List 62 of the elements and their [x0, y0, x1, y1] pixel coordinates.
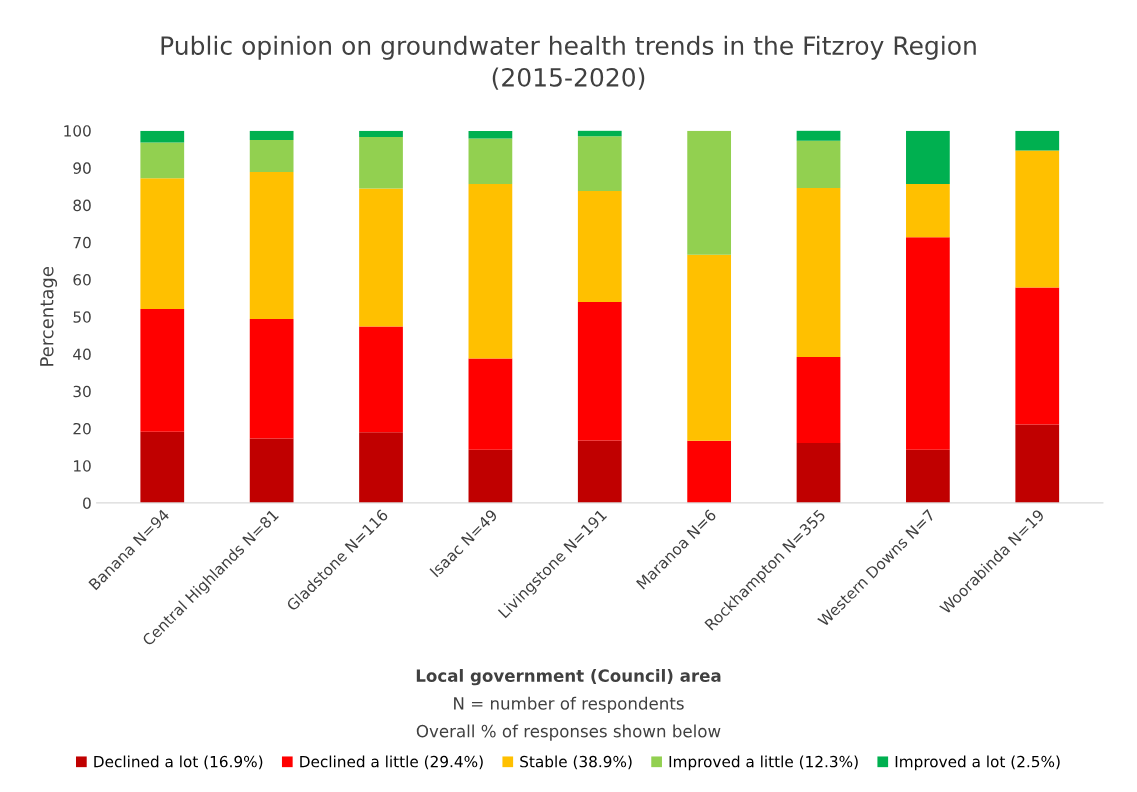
bar [687, 254, 732, 441]
bar [1015, 287, 1060, 425]
bar [796, 188, 841, 357]
bar [140, 431, 185, 503]
bar [906, 130, 950, 184]
bar [577, 136, 622, 191]
bar [249, 139, 294, 172]
bar [359, 432, 403, 503]
y-tick-label: 90 [73, 162, 91, 174]
bar [140, 142, 185, 179]
bar [359, 326, 403, 433]
bar [906, 449, 950, 503]
bar [577, 130, 622, 137]
bar [906, 237, 950, 450]
bar [140, 178, 185, 309]
legend-label: Declined a lot (16.9%) [94, 755, 263, 770]
bar [796, 442, 841, 503]
text: Overall % of responses shown below [416, 724, 721, 741]
y-tick-label: 50 [73, 311, 91, 323]
bar [140, 308, 185, 432]
y-tick-label: 30 [73, 385, 91, 398]
bar [796, 140, 841, 188]
bar [577, 440, 622, 503]
legend-label: Declined a little (29.4%) [300, 755, 483, 770]
x-axis-title: Local government (Council) area [416, 669, 721, 686]
chart-title: Public opinion on groundwater health trends in the Fitzroy Region (2015-2020) [161, 35, 976, 90]
bar [577, 190, 622, 302]
bar [796, 357, 841, 443]
y-tick-label: 60 [73, 274, 91, 286]
y-tick-label: 40 [73, 348, 91, 361]
bar [1015, 424, 1060, 503]
y-axis-title: Percentage [40, 266, 58, 366]
bar [1015, 130, 1060, 151]
legend-label: Improved a lot (2.5%) [895, 755, 1060, 771]
bar [249, 172, 294, 320]
bar [1015, 150, 1060, 288]
legend-label: Improved a little (12.3%) [669, 755, 858, 771]
bar [249, 438, 294, 503]
bar [140, 130, 185, 143]
bar [906, 183, 950, 238]
bar [359, 188, 403, 327]
bar [359, 137, 403, 189]
bar [249, 319, 294, 439]
y-tick-label: 80 [73, 199, 91, 212]
bar [468, 183, 513, 359]
bar [577, 301, 622, 441]
y-tick-label: 10 [74, 460, 91, 472]
y-tick-label: 20 [73, 422, 91, 435]
bar [468, 131, 513, 139]
y-tick-label: 100 [64, 125, 91, 137]
bar [687, 440, 732, 503]
bar [468, 138, 513, 184]
text: N = number of respondents [454, 696, 684, 713]
bar [796, 130, 841, 141]
legend-label: Stable (38.9%) [520, 755, 632, 770]
bar [359, 130, 403, 138]
bar [249, 130, 294, 140]
bar [687, 130, 732, 255]
bar [468, 449, 513, 503]
bar [468, 358, 513, 450]
y-tick-label: 70 [73, 236, 91, 249]
y-tick-label: 0 [83, 497, 91, 509]
